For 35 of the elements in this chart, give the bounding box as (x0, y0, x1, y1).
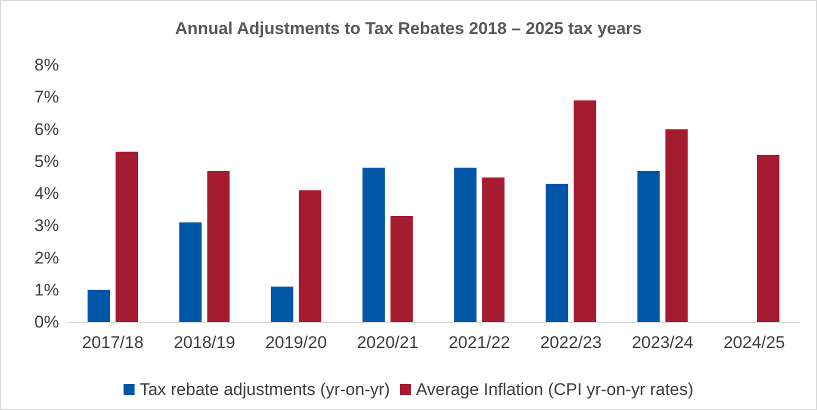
bar (179, 222, 202, 322)
bar (88, 290, 110, 322)
y-tick-label: 8% (34, 56, 59, 74)
x-tick-label: 2023/24 (632, 333, 694, 352)
x-tick-label: 2020/21 (356, 333, 418, 352)
y-tick-label: 4% (34, 184, 59, 203)
y-tick-label: 2% (34, 248, 59, 268)
bar (756, 154, 780, 322)
y-tick-label: 6% (34, 120, 59, 139)
bar (270, 286, 294, 322)
y-tick-label: 5% (34, 152, 59, 171)
bar (390, 216, 413, 322)
x-tick-label: 2022/23 (540, 333, 602, 352)
x-tick-label: 2021/22 (448, 333, 510, 352)
bar (665, 129, 688, 322)
bar (546, 184, 568, 322)
bar (116, 152, 138, 322)
legend-label: Average Inflation (CPI yr-on-yr rates) (416, 380, 694, 399)
chart-title: Annual Adjustments to Tax Rebates 2018 – 2025 tax years (175, 19, 642, 38)
bar (298, 190, 322, 322)
x-tick-label: 2024/25 (723, 333, 785, 352)
y-tick-label: 7% (34, 88, 59, 107)
y-tick-label: 3% (34, 216, 59, 236)
x-tick-label: 2018/19 (174, 333, 236, 352)
bar (637, 171, 660, 322)
x-tick-label: 2019/20 (265, 333, 327, 352)
legend-label: Tax rebate adjustments (yr-on-yr) (140, 380, 390, 399)
bar (454, 168, 477, 322)
bar (362, 168, 385, 322)
y-tick-label: 0% (34, 312, 59, 332)
bar (482, 177, 505, 322)
bar (207, 171, 230, 322)
bar (574, 100, 596, 322)
x-tick-label: 2017/18 (82, 333, 144, 352)
y-tick-label: 1% (34, 280, 59, 300)
